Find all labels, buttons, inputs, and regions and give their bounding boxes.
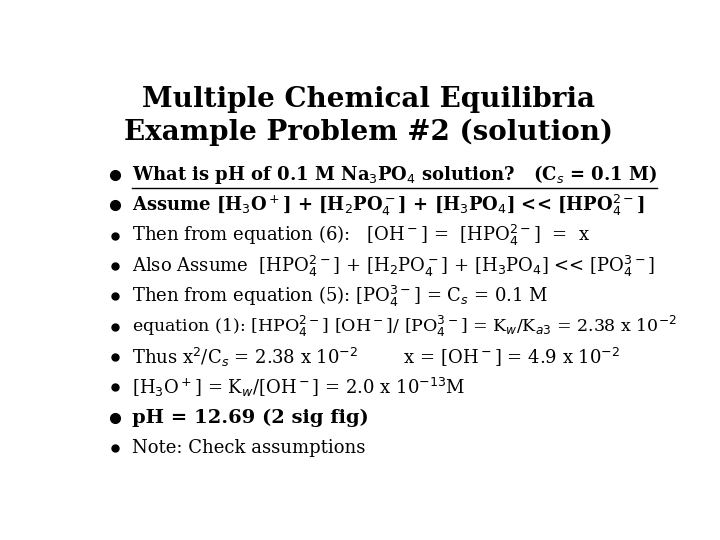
Text: Note: Check assumptions: Note: Check assumptions [132, 439, 365, 457]
Text: Then from equation (5): [PO$_4^{3-}$] = C$_s$ = 0.1 M: Then from equation (5): [PO$_4^{3-}$] = … [132, 284, 548, 309]
Text: Also Assume  [HPO$_4^{2-}$] + [H$_2$PO$_4^-$] + [H$_3$PO$_4$] << [PO$_4^{3-}$]: Also Assume [HPO$_4^{2-}$] + [H$_2$PO$_4… [132, 253, 655, 279]
Text: equation (1): [HPO$_4^{2-}$] [OH$^-$]/ [PO$_4^{3-}$] = K$_w$/K$_{a3}$ = 2.38 x 1: equation (1): [HPO$_4^{2-}$] [OH$^-$]/ [… [132, 314, 677, 339]
Text: Thus x$^2$/C$_s$ = 2.38 x 10$^{-2}$        x = [OH$^-$] = 4.9 x 10$^{-2}$: Thus x$^2$/C$_s$ = 2.38 x 10$^{-2}$ x = … [132, 346, 620, 369]
Text: pH = 12.69 (2 sig fig): pH = 12.69 (2 sig fig) [132, 409, 369, 427]
Text: Assume [H$_3$O$^+$] + [H$_2$PO$_4^-$] + [H$_3$PO$_4$] << [HPO$_4^{2-}$]: Assume [H$_3$O$^+$] + [H$_2$PO$_4^-$] + … [132, 193, 644, 218]
Text: What is pH of 0.1 M Na$_3$PO$_4$ solution?   (C$_s$ = 0.1 M): What is pH of 0.1 M Na$_3$PO$_4$ solutio… [132, 164, 657, 186]
Text: Then from equation (6):   [OH$^-$] =  [HPO$_4^{2-}$]  =  x: Then from equation (6): [OH$^-$] = [HPO$… [132, 223, 590, 248]
Text: [H$_3$O$^+$] = K$_w$/[OH$^-$] = 2.0 x 10$^{-13}$M: [H$_3$O$^+$] = K$_w$/[OH$^-$] = 2.0 x 10… [132, 376, 465, 399]
Text: Multiple Chemical Equilibria
Example Problem #2 (solution): Multiple Chemical Equilibria Example Pro… [125, 85, 613, 146]
